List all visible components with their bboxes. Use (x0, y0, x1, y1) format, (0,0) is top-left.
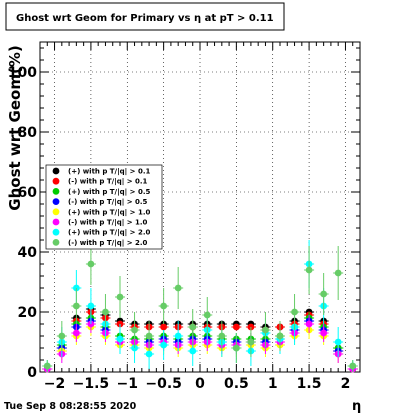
y-tick-label: 100 (8, 65, 37, 81)
legend-label: (-) with p T/|q| > 1.0 (68, 219, 148, 228)
y-tick-label: 80 (18, 125, 38, 141)
data-point (232, 344, 240, 352)
x-axis-label: η (352, 399, 361, 414)
legend-label: (-) with p T/|q| > 0.5 (68, 198, 148, 207)
data-point (305, 320, 313, 328)
data-point (320, 290, 328, 298)
data-point (203, 311, 211, 319)
x-tick-label: 2 (341, 376, 351, 392)
y-tick-label: 20 (18, 305, 38, 321)
data-point (218, 332, 226, 340)
x-tick-label: −0.5 (145, 376, 182, 392)
data-point (189, 347, 197, 355)
legend-marker (52, 218, 60, 226)
data-points (42, 240, 358, 373)
legend-box (45, 164, 163, 250)
data-point (145, 332, 153, 340)
data-point (276, 332, 284, 340)
legend-label: (-) with p T/|q| > 0.1 (68, 178, 148, 187)
legend-label: (+) with p T/|q| > 0.1 (68, 168, 151, 177)
data-point (43, 362, 51, 370)
data-point (174, 284, 182, 292)
data-point (262, 326, 269, 334)
legend-marker (52, 177, 60, 185)
footer-timestamp: Tue Sep 8 08:28:55 2020 (4, 401, 137, 412)
legend-label: (+) with p T/|q| > 0.5 (68, 188, 151, 197)
data-point (334, 338, 342, 346)
data-point (87, 260, 95, 268)
legend-marker (52, 188, 60, 195)
data-point (72, 302, 80, 310)
legend: (+) with p T/|q| > 0.1(-) with p T/|q| >… (52, 167, 151, 248)
legend-marker (52, 228, 60, 236)
x-tick-label: −2 (44, 376, 65, 392)
data-point (291, 308, 298, 316)
legend-label: (+) with p T/|q| > 1.0 (68, 208, 151, 217)
title-box (5, 2, 285, 31)
series-7 (42, 243, 358, 372)
x-tick-label: 1 (268, 376, 278, 392)
x-tick-label: −1 (117, 376, 138, 392)
data-point (160, 302, 168, 310)
x-tick-label: 0 (195, 376, 205, 392)
data-point (247, 338, 255, 346)
chart-title: Ghost wrt Geom for Primary vs η at pT > … (16, 13, 274, 24)
data-point (72, 329, 80, 337)
legend-marker (52, 167, 60, 175)
data-point (174, 332, 182, 340)
data-point (160, 323, 168, 331)
x-tick-label: −1.5 (73, 376, 110, 392)
data-point (116, 335, 124, 343)
data-point (145, 350, 153, 358)
y-tick-label: 40 (18, 245, 38, 261)
data-point (102, 308, 109, 316)
y-tick-label: 0 (27, 365, 37, 381)
x-tick-label: 0.5 (224, 376, 249, 392)
legend-label: (-) with p T/|q| > 2.0 (68, 239, 148, 248)
y-axis-label: Ghost wrt Geom(%) (6, 45, 24, 210)
data-point (320, 329, 328, 337)
data-point (58, 332, 66, 340)
data-point (334, 269, 342, 277)
legend-marker (52, 198, 60, 206)
y-tick-label: 60 (18, 185, 38, 201)
legend-label: (+) with p T/|q| > 2.0 (68, 229, 151, 238)
data-point (87, 302, 95, 310)
x-tick-label: 1.5 (297, 376, 322, 392)
data-point (116, 293, 124, 301)
data-point (305, 266, 313, 274)
data-point (232, 323, 240, 331)
legend-marker (52, 208, 60, 216)
data-point (160, 341, 168, 349)
data-point (349, 362, 357, 370)
data-point (189, 323, 197, 331)
legend-marker (52, 239, 60, 246)
data-point (131, 326, 138, 334)
